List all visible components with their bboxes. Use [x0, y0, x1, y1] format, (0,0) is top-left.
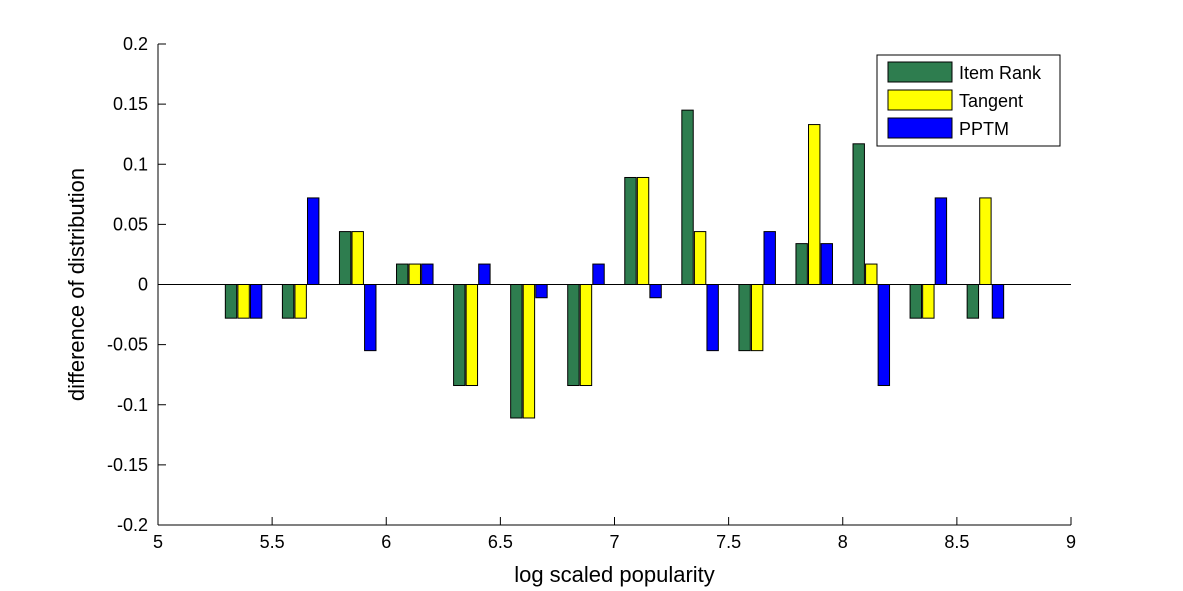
bar-tangent	[408, 263, 421, 285]
bar-pptm	[934, 197, 948, 285]
bar-pptm	[592, 263, 605, 285]
bar-tangent	[693, 231, 707, 285]
bar-tangent	[865, 263, 878, 285]
bar-tangent	[579, 284, 593, 387]
bar-pptm	[706, 284, 719, 352]
x-tick-label: 9	[1066, 532, 1076, 552]
bar-item-rank	[681, 109, 694, 285]
x-tick-label: 6.5	[488, 532, 513, 552]
bar-item-rank	[510, 284, 523, 419]
x-tick-label: 8	[838, 532, 848, 552]
bar-pptm	[478, 263, 491, 285]
bar-pptm	[763, 231, 776, 285]
y-tick-label: 0	[138, 275, 148, 295]
legend-swatch	[887, 117, 953, 139]
bar-item-rank	[852, 143, 865, 285]
x-tick-label: 5.5	[260, 532, 285, 552]
y-axis-title: difference of distribution	[64, 168, 89, 401]
bar-tangent	[750, 284, 764, 352]
y-tick-label: 0.05	[113, 214, 148, 234]
bar-item-rank	[966, 284, 980, 319]
bar-tangent	[636, 176, 650, 285]
bar-item-rank	[396, 263, 409, 285]
bar-pptm	[249, 284, 263, 319]
bar-pptm	[307, 197, 320, 285]
y-tick-label: -0.15	[107, 455, 148, 475]
x-tick-label: 5	[153, 532, 163, 552]
legend-label: PPTM	[959, 119, 1009, 139]
bar-item-rank	[281, 284, 295, 319]
bar-item-rank	[795, 243, 808, 285]
bar-item-rank	[624, 176, 637, 285]
bar-pptm	[535, 284, 548, 299]
y-tick-label: 0.1	[123, 154, 148, 174]
y-tick-label: 0.2	[123, 34, 148, 54]
bar-tangent	[522, 284, 536, 419]
legend-label: Tangent	[959, 91, 1023, 111]
legend-swatch	[887, 89, 953, 111]
y-tick-label: -0.2	[117, 515, 148, 535]
bar-pptm	[364, 284, 377, 352]
x-tick-label: 6	[381, 532, 391, 552]
bar-item-rank	[224, 284, 238, 319]
bar-item-rank	[909, 284, 922, 319]
x-tick-label: 7	[609, 532, 619, 552]
legend-swatch	[887, 61, 953, 83]
x-tick-label: 8.5	[944, 532, 969, 552]
bar-pptm	[991, 284, 1005, 319]
bar-tangent	[294, 284, 307, 319]
bar-tangent	[351, 231, 364, 285]
bar-item-rank	[567, 284, 580, 387]
bar-pptm	[421, 263, 434, 285]
y-tick-label: -0.1	[117, 395, 148, 415]
bar-pptm	[877, 284, 891, 387]
x-tick-label: 7.5	[716, 532, 741, 552]
y-tick-label: -0.05	[107, 335, 148, 355]
bar-item-rank	[338, 231, 352, 285]
y-tick-label: 0.15	[113, 94, 148, 114]
x-axis-title: log scaled popularity	[514, 562, 715, 587]
bar-tangent	[808, 124, 821, 285]
bar-tangent	[979, 197, 992, 285]
bar-item-rank	[453, 284, 466, 387]
bar-pptm	[649, 284, 662, 299]
legend-label: Item Rank	[959, 63, 1042, 83]
bar-pptm	[820, 243, 833, 285]
bar-tangent	[237, 284, 250, 319]
bar-item-rank	[738, 284, 751, 352]
bar-tangent	[922, 284, 935, 319]
legend: Item Rank Tangent PPTM	[876, 54, 1061, 147]
ticks-layer: 5 5.5 6 6.5 7 7.5 8 8.5 9 -0.2 -0.15 -0.1 -0.05 0 0.05…	[107, 34, 1076, 552]
bar-tangent	[465, 284, 479, 387]
